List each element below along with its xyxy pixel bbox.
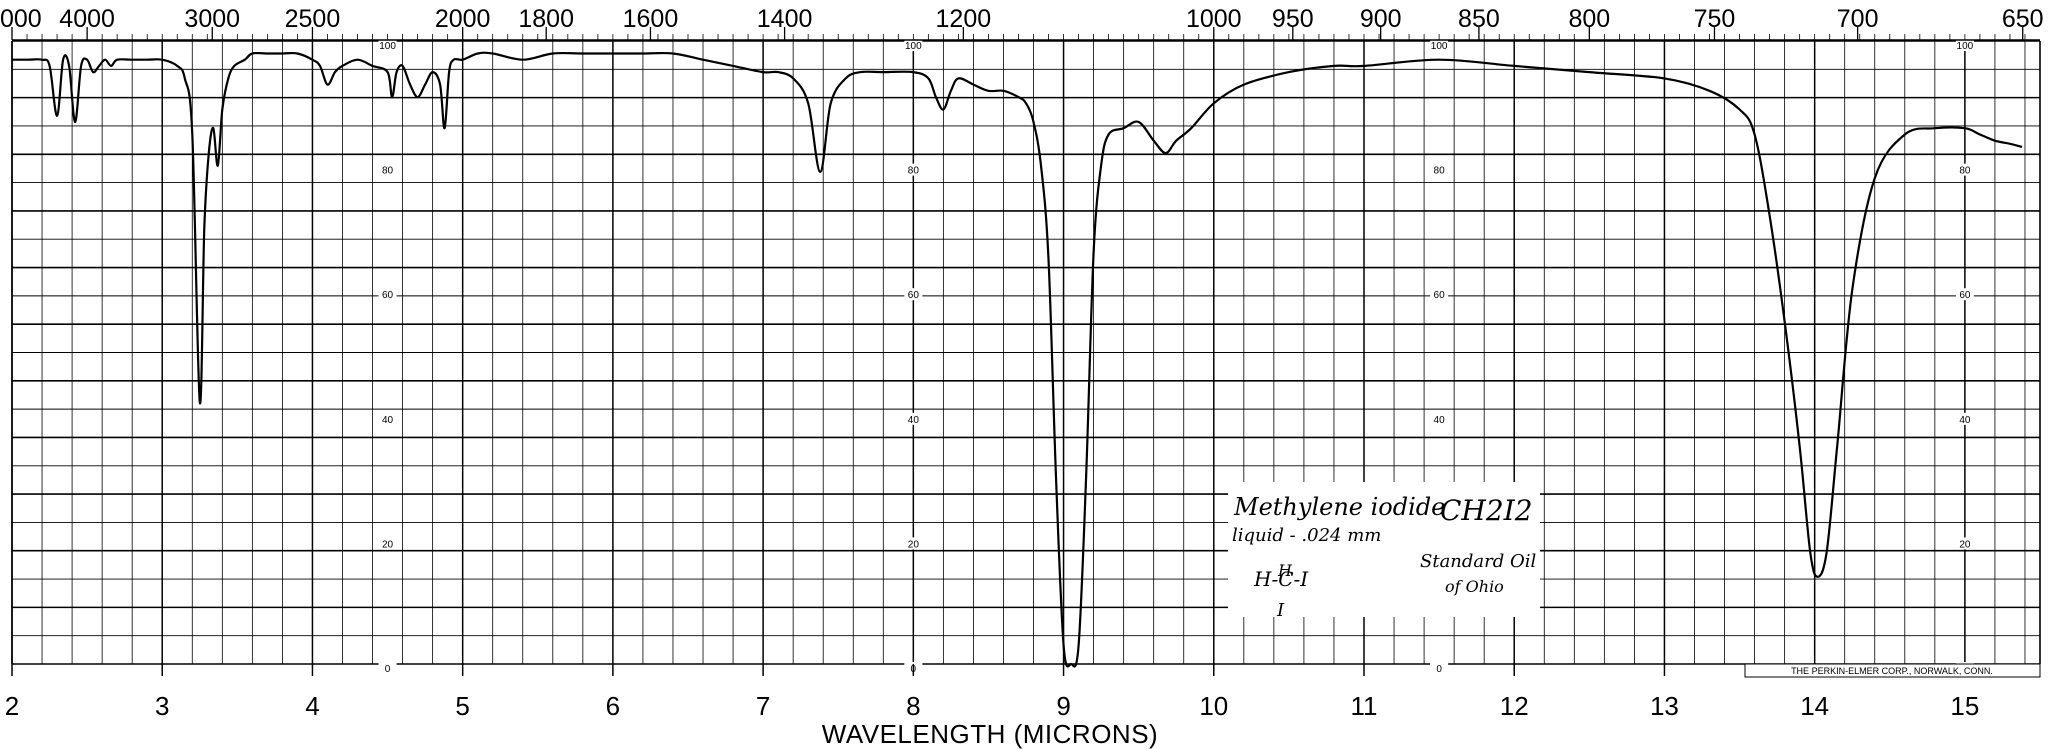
scale-label: 40	[1434, 415, 1446, 426]
x-tick-label: 11	[1351, 691, 1378, 721]
scale-label-bg	[1430, 662, 1449, 674]
annotation-compound: Methylene iodide	[1233, 493, 1445, 521]
scale-label: 20	[382, 539, 394, 550]
top-tick-label: 850	[1458, 5, 1500, 33]
top-tick-label: 2500	[285, 5, 341, 33]
scale-label: 40	[382, 415, 394, 426]
annotation-source-2: of Ohio	[1445, 577, 1504, 596]
top-tick-label: 800	[1568, 5, 1610, 33]
annotation-structure-top: H	[1277, 561, 1293, 580]
top-tick-label: 750	[1694, 5, 1736, 33]
top-tick-label: 1400	[757, 5, 813, 33]
x-tick-label: 14	[1800, 691, 1829, 721]
scale-label-bg	[378, 288, 397, 301]
top-tick-label: 950	[1272, 5, 1314, 33]
top-tick-label: 000	[0, 5, 42, 33]
scale-label-bg	[378, 537, 397, 550]
scale-label-bg	[378, 412, 397, 425]
scale-label-bg	[1430, 288, 1449, 301]
x-tick-label: 10	[1199, 691, 1228, 721]
x-tick-label: 12	[1500, 691, 1529, 721]
top-tick-label: 3000	[184, 5, 240, 33]
scale-label: 20	[1959, 539, 1971, 550]
annotation-sample: liquid - .024 mm	[1232, 525, 1381, 546]
x-tick-label: 5	[455, 691, 469, 721]
scale-label-bg	[904, 39, 923, 51]
scale-label: 100	[905, 41, 922, 52]
top-wavenumber-axis: 000 4000 3000 2500 2000 1800 1600 1400 1200 1000 9…	[0, 5, 2044, 41]
scale-label: 60	[382, 290, 394, 301]
scale-label-bg	[1430, 163, 1449, 176]
x-axis: 2 3 4 5 6 7 8 9 10 11 12 13 14 15	[5, 664, 1979, 721]
scale-label-bg	[904, 163, 923, 176]
scale-label-bg	[1955, 39, 1974, 51]
grid	[11, 40, 2041, 665]
annotation-box: Methylene iodide CH2I2 liquid - .024 mm …	[1228, 482, 1540, 621]
scale-label: 80	[908, 166, 920, 177]
scale-label-bg	[1955, 412, 1974, 425]
x-tick-label: 8	[906, 691, 920, 721]
x-tick-label: 15	[1950, 691, 1979, 721]
scale-label-bg	[1955, 537, 1974, 550]
x-tick-label: 13	[1650, 691, 1679, 721]
annotation-formula: CH2I2	[1440, 494, 1533, 527]
scale-label-bg	[1430, 412, 1449, 425]
scale-label: 60	[1959, 290, 1971, 301]
credit-text: THE PERKIN-ELMER CORP., NORWALK, CONN.	[1791, 666, 1993, 676]
annotation-source-1: Standard Oil	[1420, 551, 1537, 572]
scale-label: 0	[385, 664, 391, 675]
scale-label-bg	[378, 163, 397, 176]
scale-label-bg	[904, 288, 923, 301]
top-tick-label: 900	[1360, 5, 1402, 33]
scale-label: 100	[1431, 41, 1448, 52]
spectrum-line	[12, 51, 2023, 668]
x-tick-label: 3	[155, 691, 169, 721]
top-tick-label: 700	[1837, 5, 1879, 33]
scale-label: 60	[908, 290, 920, 301]
top-tick-label: 1800	[518, 5, 574, 33]
x-tick-label: 9	[1056, 691, 1070, 721]
top-tick-label: 1600	[623, 5, 679, 33]
scale-label-bg	[1955, 288, 1974, 301]
inner-transmittance-scale: 1008060402001008060402001008060402001008…	[378, 39, 1974, 675]
scale-label-bg	[1955, 163, 1974, 176]
scale-label-bg	[378, 39, 397, 51]
scale-label: 0	[1436, 664, 1442, 675]
scale-label-bg	[904, 412, 923, 425]
scale-label: 100	[379, 41, 396, 52]
scale-label-bg	[378, 662, 397, 674]
x-tick-label: 4	[305, 691, 319, 721]
credit-box	[1744, 663, 2041, 678]
scale-label: 40	[1959, 415, 1971, 426]
top-tick-label: 4000	[59, 5, 115, 33]
scale-label: 80	[1959, 166, 1971, 177]
top-tick-label: 1200	[936, 5, 992, 33]
scale-label: 20	[908, 539, 920, 550]
x-tick-label: 6	[606, 691, 620, 721]
scale-label: 80	[382, 166, 394, 177]
scale-label-bg	[1430, 39, 1449, 51]
top-tick-label: 650	[2002, 5, 2044, 33]
scale-label: 100	[1957, 41, 1974, 52]
top-tick-label: 1000	[1186, 5, 1242, 33]
top-tick-label: 2000	[435, 5, 491, 33]
scale-label: 80	[1434, 166, 1446, 177]
annotation-structure-bottom: I	[1276, 600, 1285, 621]
scale-label-bg	[904, 537, 923, 550]
annotation-structure-mid: H-C-I	[1253, 567, 1309, 591]
x-axis-label: WAVELENGTH (MICRONS)	[822, 719, 1158, 749]
scale-label: 40	[908, 415, 920, 426]
x-tick-label: 7	[756, 691, 770, 721]
scale-label: 60	[1434, 290, 1446, 301]
x-tick-label: 2	[5, 691, 19, 721]
